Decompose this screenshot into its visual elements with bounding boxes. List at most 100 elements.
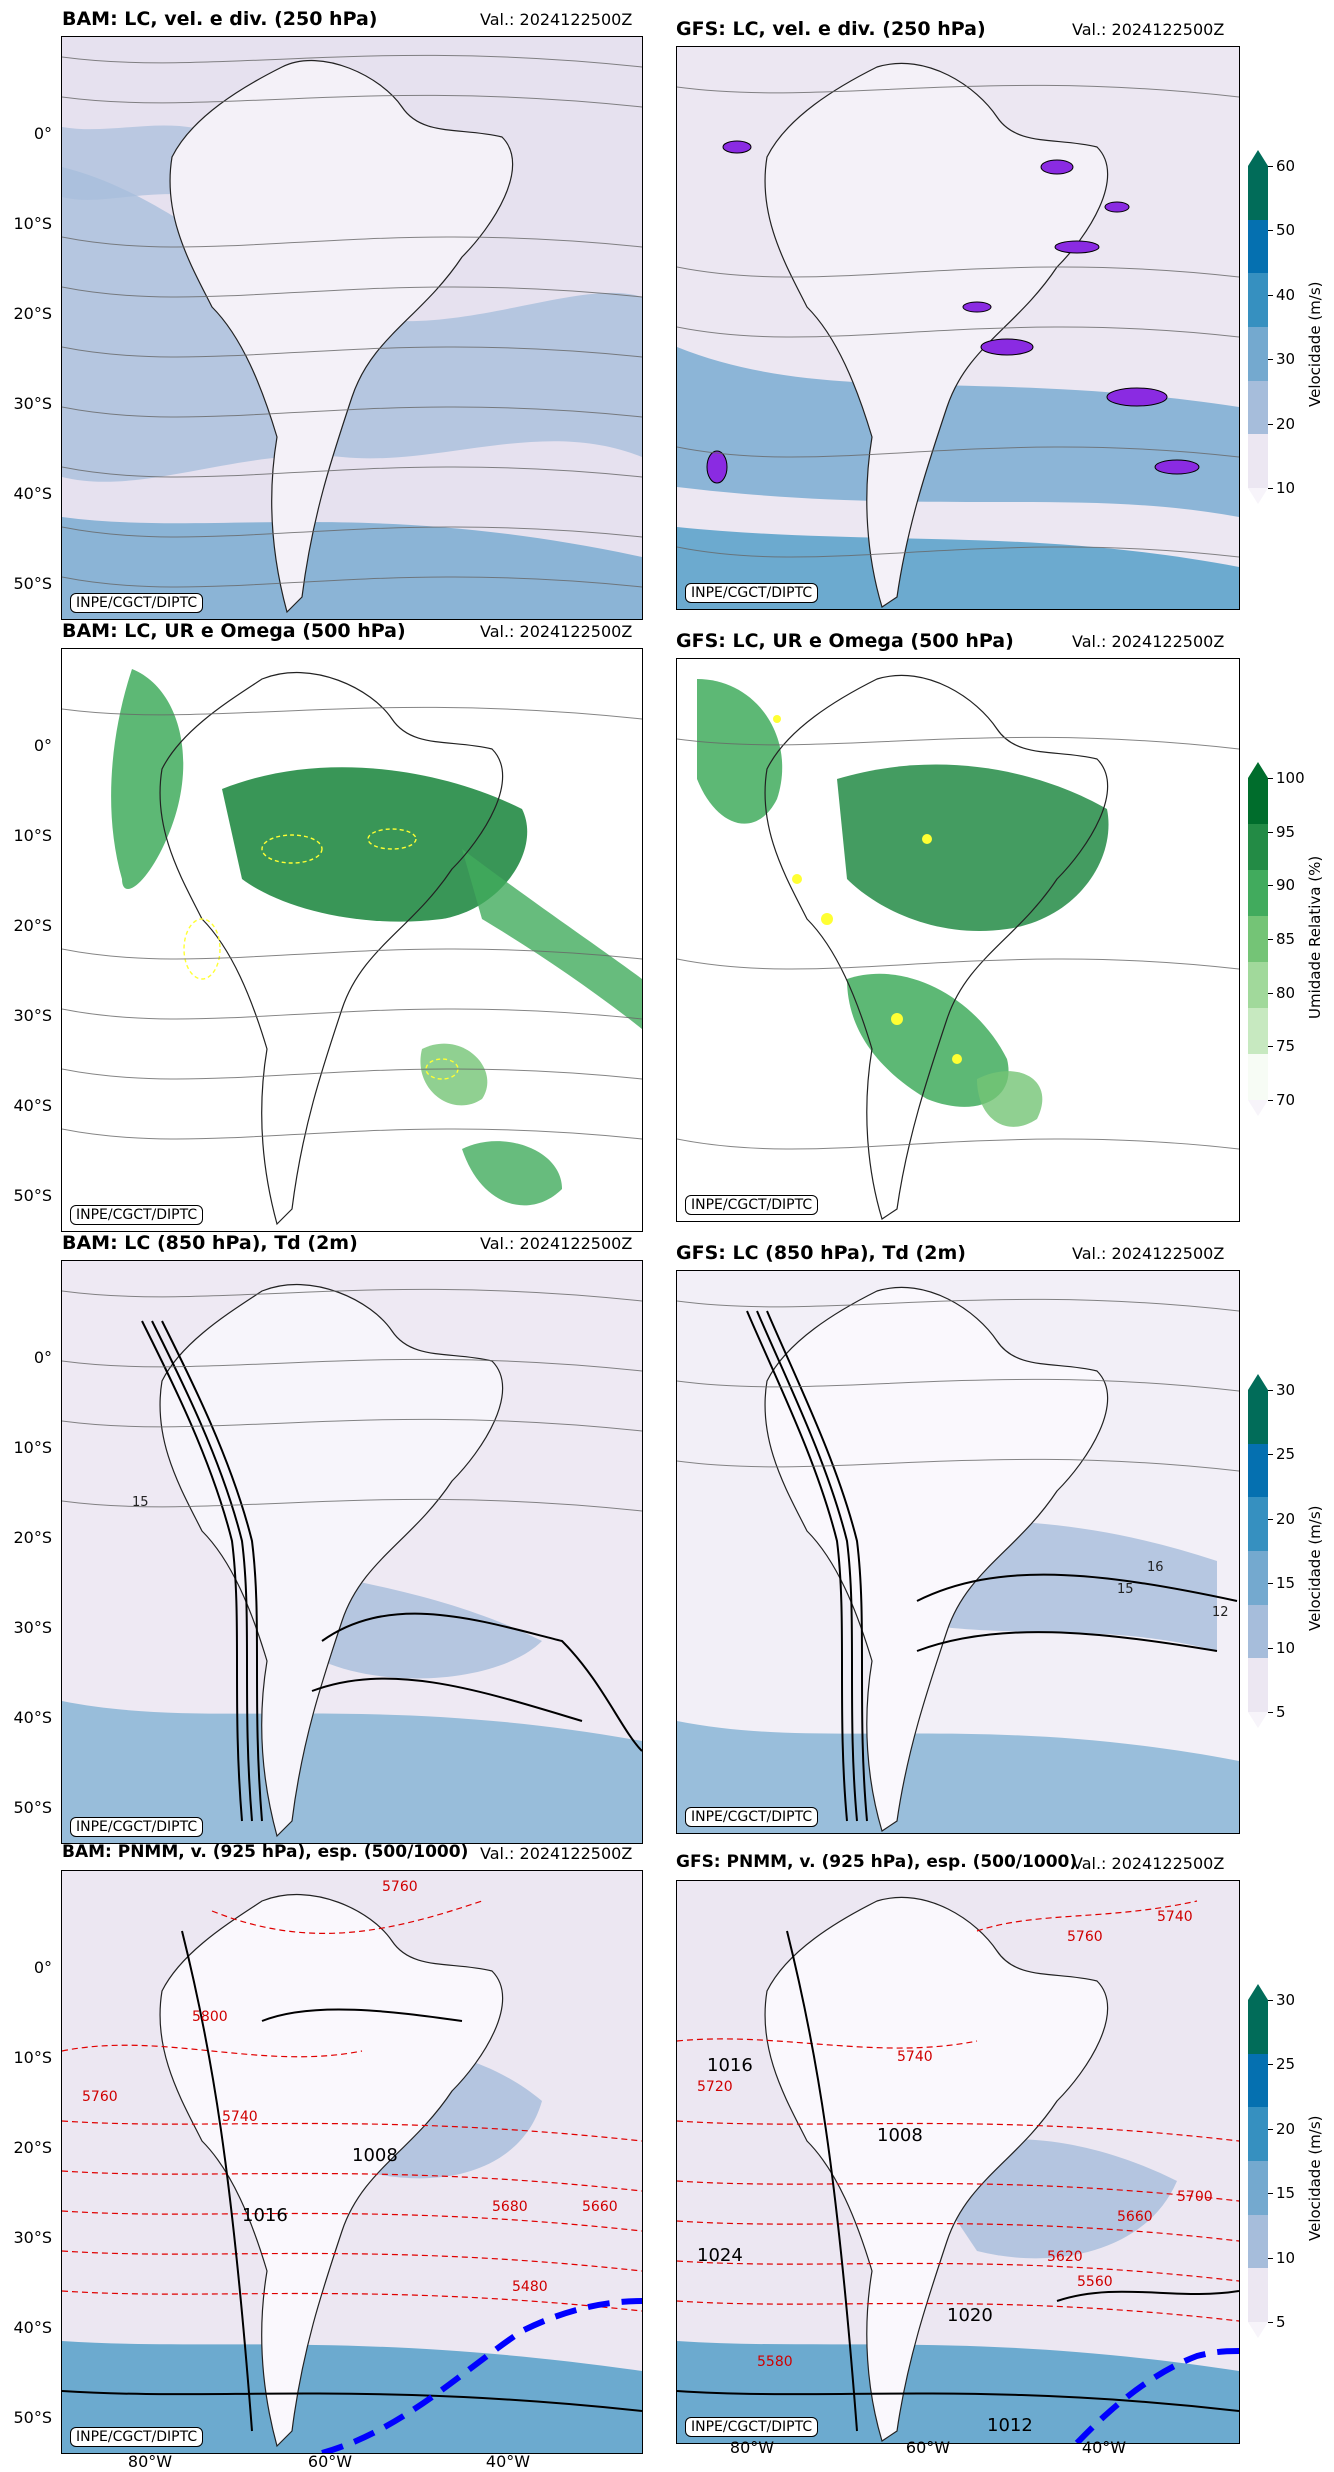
- colorbar-tick-label: 20: [1276, 1509, 1296, 1528]
- lat-tick-label: 50°S: [13, 1798, 52, 1817]
- colorbar-segment: [1248, 380, 1268, 435]
- colorbar-tick-label: 5: [1276, 2313, 1286, 2331]
- contour-label: 5700: [1177, 2189, 1213, 2205]
- colorbar: 10 20 30 40 50 60: [1248, 150, 1295, 504]
- colorbar-segment: [1248, 824, 1268, 870]
- lat-tick-label: 50°S: [13, 1186, 52, 1205]
- colorbar-segment: [1248, 2000, 1268, 2054]
- contour-label: 1016: [707, 2055, 753, 2076]
- contour-label: 5800: [192, 2009, 228, 2025]
- contour-label: 5740: [222, 2109, 258, 2125]
- colorbar-extend-max: [1248, 1374, 1268, 1390]
- lat-tick-label: 0°: [33, 1958, 52, 1977]
- map-gfs-250: INPE/CGCT/DIPTC: [676, 46, 1240, 610]
- lat-tick-label: 0°: [33, 124, 52, 143]
- colorbar-segment: [1248, 1551, 1268, 1605]
- contour-label: 5760: [82, 2089, 118, 2105]
- contour-label: 15: [1117, 1582, 1134, 1597]
- contour-label: 15: [132, 1495, 149, 1510]
- panel-title-2: GFS: LC, vel. e div. (250 hPa): [676, 18, 986, 40]
- colorbar-tick-label: 30: [1276, 1381, 1296, 1399]
- contour-label: 5620: [1047, 2249, 1083, 2265]
- credit-label: INPE/CGCT/DIPTC: [70, 2427, 204, 2447]
- credit-label: INPE/CGCT/DIPTC: [70, 593, 204, 613]
- colorbar-segment: [1248, 327, 1268, 381]
- colorbar-extend-min: [1248, 1712, 1268, 1728]
- colorbar-tick-label: 10: [1276, 2248, 1296, 2267]
- colorbar-extend-max: [1248, 150, 1268, 166]
- contour-label: 1012: [987, 2415, 1033, 2436]
- contour-label: 1008: [352, 2145, 398, 2166]
- colorbar: 5 10 15 20 25 30: [1248, 1984, 1295, 2338]
- panel-valid-4: Val.: 2024122500Z: [1072, 632, 1225, 651]
- colorbar-tick-label: 95: [1276, 822, 1296, 841]
- lat-tick-label: 10°S: [13, 2048, 52, 2067]
- panel-valid-5: Val.: 2024122500Z: [480, 1234, 633, 1253]
- contour-label: 5480: [512, 2279, 548, 2295]
- map-gfs-500: INPE/CGCT/DIPTC: [676, 658, 1240, 1222]
- credit-label: INPE/CGCT/DIPTC: [685, 2417, 819, 2437]
- contour-label: 5720: [697, 2079, 733, 2095]
- lon-tick-80w-gfs: 80°W: [729, 2438, 775, 2457]
- colorbar-segment: [1248, 1443, 1268, 1498]
- colorbar-label: Umidade Relativa (%): [1306, 855, 1324, 1019]
- contour-label: 5680: [492, 2199, 528, 2215]
- lat-tick-label: 0°: [33, 1348, 52, 1367]
- lon-tick-40w-gfs: 40°W: [1081, 2438, 1127, 2457]
- map-bam-pnmm: 5760 5800 5760 5740 5680 5660 5480 1008 …: [61, 1870, 643, 2454]
- pressure-field: 5760 5800 5760 5740 5680 5660 5480 1008 …: [62, 1871, 642, 2453]
- colorbar-tick-label: 20: [1276, 414, 1296, 433]
- colorbar-segment: [1248, 1008, 1268, 1054]
- colorbar-segment: [1248, 2107, 1268, 2161]
- contour-label: 16: [1147, 1560, 1164, 1575]
- colorbar-segment: [1248, 1390, 1268, 1444]
- lat-tick-label: 30°S: [13, 394, 52, 413]
- colorbar-segment: [1248, 2214, 1268, 2269]
- colorbar: 70 75 80 85 90 95 100: [1248, 762, 1305, 1116]
- contour-label: 12: [1212, 1605, 1229, 1620]
- colorbar-tick-label: 15: [1276, 1574, 1296, 1593]
- credit-label: INPE/CGCT/DIPTC: [685, 583, 819, 603]
- streamline-field: [62, 649, 642, 1231]
- contour-label: 5760: [1067, 1929, 1103, 1945]
- lat-tick-label: 30°S: [13, 2228, 52, 2247]
- colorbar-tick-label: 50: [1276, 221, 1296, 240]
- colorbar-label: Velocidade (m/s): [1306, 2115, 1324, 2241]
- contour-label: 5760: [382, 1879, 418, 1895]
- panel-title-5: BAM: LC (850 hPa), Td (2m): [62, 1232, 358, 1254]
- colorbar-tick-label: 10: [1276, 479, 1296, 497]
- colorbar-extend-max: [1248, 1984, 1268, 2000]
- colorbar-segment: [1248, 916, 1268, 962]
- credit-label: INPE/CGCT/DIPTC: [70, 1205, 204, 1225]
- streamline-field: [677, 659, 1239, 1221]
- lat-tick-label: 20°S: [13, 304, 52, 323]
- panel-valid-8: Val.: 2024122500Z: [1072, 1854, 1225, 1873]
- panel-title-8: GFS: PNMM, v. (925 hPa), esp. (500/1000): [676, 1852, 1078, 1872]
- colorbar-extend-max: [1248, 762, 1268, 778]
- colorbar: 5 10 15 20 25 30: [1248, 1374, 1295, 1728]
- panel-valid-3: Val.: 2024122500Z: [480, 622, 633, 641]
- panel-valid-2: Val.: 2024122500Z: [1072, 20, 1225, 39]
- lat-tick-label: 10°S: [13, 1438, 52, 1457]
- contour-label: 5740: [1157, 1909, 1193, 1925]
- colorbar-tick-label: 85: [1276, 930, 1296, 948]
- panel-title-7: BAM: PNMM, v. (925 hPa), esp. (500/1000): [62, 1842, 469, 1862]
- map-gfs-850: 16 15 12 INPE/CGCT/DIPTC: [676, 1270, 1240, 1834]
- contour-label: 1016: [242, 2205, 288, 2226]
- streamline-field: [62, 37, 642, 619]
- contour-label: 1024: [697, 2245, 743, 2266]
- lat-tick-label: 20°S: [13, 1528, 52, 1547]
- colorbar-tick-label: 25: [1276, 2055, 1296, 2074]
- lon-tick-40w: 40°W: [485, 2452, 531, 2471]
- colorbar-label: Velocidade (m/s): [1306, 1505, 1324, 1631]
- colorbar-segment: [1248, 1658, 1268, 1712]
- credit-label: INPE/CGCT/DIPTC: [685, 1195, 819, 1215]
- colorbar-segment: [1248, 166, 1268, 220]
- colorbar-segment: [1248, 2053, 1268, 2108]
- colorbar-tick-label: 15: [1276, 2184, 1296, 2203]
- panel-valid-1: Val.: 2024122500Z: [480, 10, 633, 29]
- panel-title-4: GFS: LC, UR e Omega (500 hPa): [676, 630, 1014, 652]
- colorbar-tick-label: 80: [1276, 983, 1296, 1002]
- lat-tick-label: 10°S: [13, 826, 52, 845]
- lat-tick-label: 50°S: [13, 2408, 52, 2427]
